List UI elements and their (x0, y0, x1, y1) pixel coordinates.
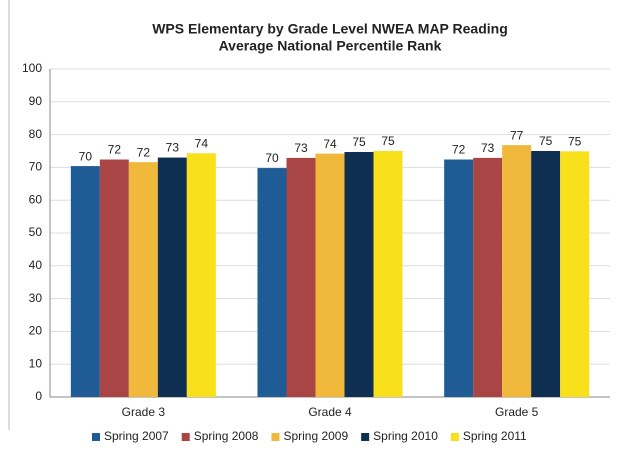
value-label: 75 (568, 134, 582, 148)
bar (186, 153, 216, 397)
y-tick-label: 70 (29, 160, 43, 174)
legend-swatch (181, 433, 190, 441)
value-label: 73 (481, 141, 495, 155)
y-tick-label: 90 (29, 94, 43, 108)
value-label: 70 (265, 151, 279, 165)
y-tick-label: 80 (29, 127, 43, 141)
value-label: 72 (137, 145, 151, 159)
y-tick-label: 100 (22, 61, 42, 75)
bar (444, 159, 474, 397)
bar (473, 157, 503, 397)
legend-label: Spring 2007 (104, 429, 169, 443)
legend-label: Spring 2009 (283, 429, 348, 443)
y-tick-label: 20 (29, 324, 43, 338)
x-tick-label: Grade 5 (495, 405, 539, 419)
legend-swatch (92, 433, 100, 441)
value-label: 72 (452, 143, 466, 157)
bar (315, 153, 345, 397)
bar (70, 166, 100, 397)
bar (157, 157, 187, 397)
value-label: 75 (539, 134, 553, 148)
value-label: 73 (166, 141, 180, 155)
bar (128, 162, 158, 397)
value-label: 72 (108, 143, 122, 157)
value-label: 75 (352, 135, 366, 149)
value-label: 74 (323, 137, 337, 151)
legend-swatch (271, 433, 280, 441)
value-label: 73 (294, 141, 308, 155)
bar (344, 151, 374, 397)
bar (257, 168, 287, 397)
bar (99, 159, 129, 397)
x-tick-label: Grade 4 (308, 405, 352, 419)
bar (560, 151, 590, 397)
legend-label: Spring 2010 (373, 429, 438, 443)
y-tick-label: 30 (29, 291, 43, 305)
chart-title: WPS Elementary by Grade Level NWEA MAP R… (152, 21, 508, 37)
legend-swatch (450, 433, 459, 441)
chart-subtitle: Average National Percentile Rank (219, 38, 442, 54)
y-tick-label: 40 (29, 258, 43, 272)
y-tick-label: 50 (29, 225, 43, 239)
value-label: 70 (79, 149, 93, 163)
bar (373, 151, 403, 397)
y-tick-label: 0 (35, 389, 42, 403)
value-label: 77 (510, 128, 524, 142)
bar (286, 157, 316, 397)
y-tick-label: 60 (29, 192, 43, 206)
legend-label: Spring 2011 (463, 429, 527, 443)
legend-label: Spring 2008 (194, 429, 259, 443)
bar (502, 145, 532, 397)
x-tick-label: Grade 3 (122, 405, 166, 419)
bar (531, 151, 561, 397)
y-tick-label: 10 (29, 356, 43, 370)
value-label: 75 (381, 134, 395, 148)
legend-swatch (361, 433, 370, 441)
value-label: 74 (195, 136, 209, 150)
